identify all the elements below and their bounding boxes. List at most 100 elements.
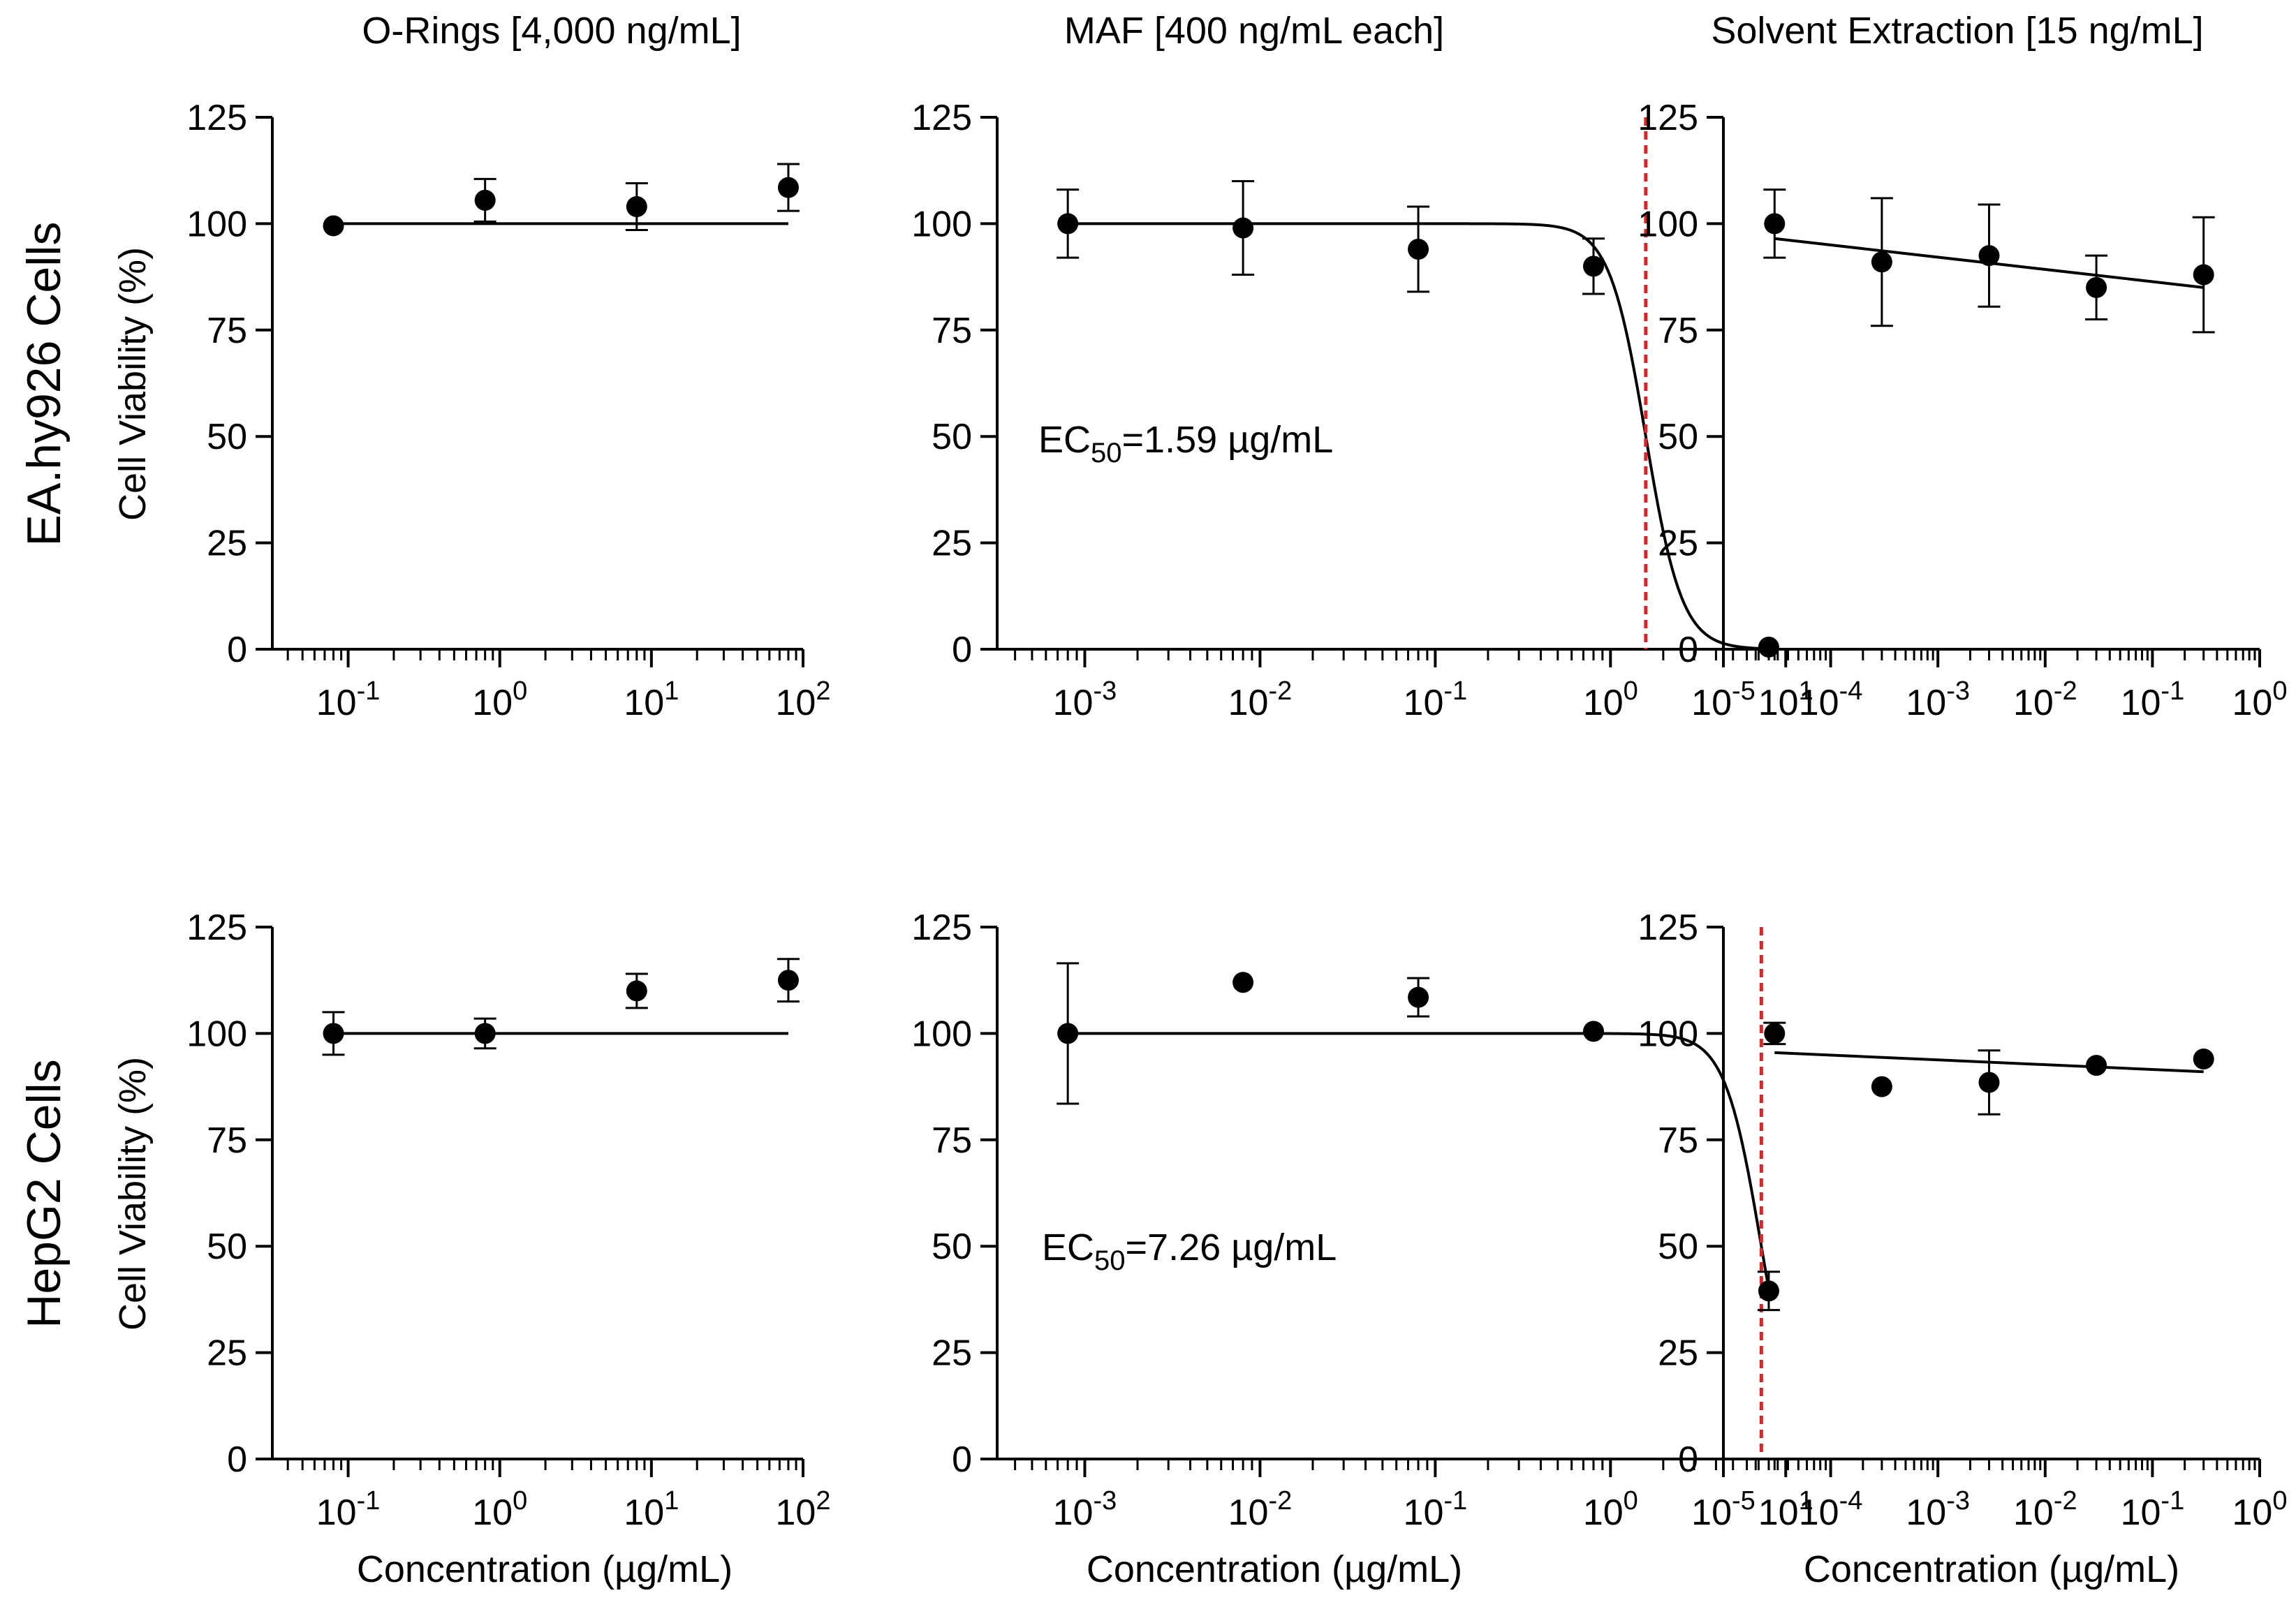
panel-r0-c1-data-point [1582,256,1604,277]
panel-r1-c1-data-point [1408,986,1429,1008]
panel-r1-c2-data-point [1764,1023,1786,1044]
panel-r1-c2-y-tick-label: 0 [1678,1439,1698,1480]
panel-r1-c1-x-tick-label: 101 [1758,1486,1813,1533]
panel-r0-c0-y-tick-label: 25 [207,524,247,564]
panel-r0-c2-data-point [2086,276,2107,298]
panel-r1-c0-x-tick-label: 100 [472,1486,527,1533]
column-title-o-rings: O-Rings [4,000 ng/mL] [362,10,741,52]
panel-r0-c2-data-point [1871,251,1892,273]
panel-r0-c0-x-tick-label: 10-1 [316,676,381,723]
panel-r1-c1-x-tick-label: 10-2 [1228,1486,1293,1533]
chart-panels: 0 25 50 75 100 125 10-1 100 101 102 0 25 50 75 100 125 1… [186,98,2287,1533]
ec50-annotation-eahy926: EC50=1.59 µg/mL [1038,419,1333,468]
panel-r1-c2-x-tick-label: 10-3 [1906,1486,1970,1533]
panel-r1-c1-y-tick-label: 75 [932,1120,972,1161]
panel-r0-c1-data-point [1057,213,1079,235]
panel-r0-c0-y-tick-label: 50 [207,417,247,457]
panel-r0-c2: 0 25 50 75 100 125 10-5 10-4 10-3 10-2 10-1 100 [1638,98,2287,723]
panel-r1-c0-y-tick-label: 25 [207,1333,247,1374]
panel-r0-c1-x-tick-label: 101 [1758,676,1813,723]
panel-r0-c0-x-tick-label: 100 [472,676,527,723]
panel-r1-c0-data-point [323,1023,344,1044]
panel-r1-c2-y-tick-label: 75 [1658,1120,1698,1161]
column-title-maf: MAF [400 ng/mL each] [1064,10,1444,52]
panel-r0-c0-data-point [626,196,647,218]
panel-r0-c0-data-point [323,215,344,237]
panel-r1-c0-y-tick-label: 0 [227,1439,247,1480]
panel-r0-c0-x-tick-label: 101 [624,676,679,723]
panel-r0-c2-x-tick-label: 10-5 [1691,676,1756,723]
panel-r0-c1-data-point [1408,238,1429,260]
panel-r0-c1-x-tick-label: 10-2 [1228,676,1293,723]
panel-r1-c2: 0 25 50 75 100 125 10-5 10-4 10-3 10-2 10-1 100 [1638,908,2287,1533]
panel-r1-c2-data-point [1978,1072,2000,1093]
panel-r1-c0-y-tick-label: 125 [186,908,247,948]
panel-r1-c1-y-tick-label: 50 [932,1227,972,1267]
panel-r0-c2-y-tick-label: 125 [1638,98,1698,138]
ec50-annotation-hepg2: EC50=7.26 µg/mL [1042,1227,1337,1276]
panel-r0-c2-x-tick-label: 10-2 [2013,676,2077,723]
panel-r0-c1-y-tick-label: 100 [911,204,972,244]
panel-r1-c0: 0 25 50 75 100 125 10-1 100 101 102 [186,908,830,1533]
panel-r0-c2-y-tick-label: 75 [1658,311,1698,351]
panel-r1-c1-y-tick-label: 25 [932,1333,972,1374]
x-axis-title-col1: Concentration (µg/mL) [357,1548,733,1590]
panel-r1-c0-data-point [474,1023,496,1044]
panel-r1-c1-data-point [1057,1023,1079,1044]
row-label-hepg2: HepG2 Cells [17,1059,71,1328]
panel-r1-c2-data-point [2086,1055,2107,1076]
panel-r1-c2-y-tick-label: 25 [1658,1333,1698,1374]
panel-r1-c0-x-tick-label: 102 [776,1486,831,1533]
panel-r1-c0-y-tick-label: 50 [207,1227,247,1267]
panel-r1-c2-y-tick-label: 50 [1658,1227,1698,1267]
panel-r1-c1-x-tick-label: 100 [1583,1486,1638,1533]
panel-r1-c2-x-tick-label: 10-2 [2013,1486,2077,1533]
panel-r0-c2-y-tick-label: 100 [1638,204,1698,244]
panel-r1-c0-x-tick-label: 101 [624,1486,679,1533]
panel-r1-c1-data-point [1758,1280,1779,1302]
panel-r1-c1-fit-curve [1068,1032,1770,1289]
panel-r0-c1-y-tick-label: 125 [911,98,972,138]
panel-r0-c2-x-tick-label: 10-3 [1906,676,1970,723]
panel-r1-c2-y-tick-label: 125 [1638,908,1698,948]
panel-r0-c1-x-tick-label: 100 [1583,676,1638,723]
panel-r1-c2-x-tick-label: 10-1 [2121,1486,2185,1533]
panel-r0-c1-x-tick-label: 10-1 [1404,676,1468,723]
panel-r1-c1-x-tick-label: 10-3 [1053,1486,1117,1533]
panel-r0-c2-data-point [2193,264,2214,286]
panel-r0-c1-x-tick-label: 10-3 [1053,676,1117,723]
panel-r1-c2-x-tick-label: 10-5 [1691,1486,1756,1533]
panel-r1-c0-y-tick-label: 100 [186,1014,247,1054]
panel-r1-c2-data-point [2193,1048,2214,1069]
panel-r1-c1-y-tick-label: 0 [952,1439,972,1480]
panel-r1-c1-y-tick-label: 125 [911,908,972,948]
panel-r0-c0-y-tick-label: 0 [227,630,247,670]
panel-r1-c2-x-tick-label: 10-4 [1799,1486,1863,1533]
panel-r0-c2-x-tick-label: 10-4 [1799,676,1863,723]
x-axis-title-col3: Concentration (µg/mL) [1804,1548,2179,1590]
panel-r1-c1-y-tick-label: 100 [911,1014,972,1054]
panel-r1-c2-data-point [1871,1076,1892,1097]
panel-r0-c2-data-point [1764,213,1786,235]
y-axis-title-top: Cell Viability (%) [112,247,154,521]
panel-r0-c1: 0 25 50 75 100 125 10-3 10-2 10-1 100 101 [911,98,1830,723]
panel-r1-c2-y-tick-label: 100 [1638,1014,1698,1054]
panel-r0-c0-data-point [777,177,799,198]
panel-r0-c2-y-tick-label: 25 [1658,524,1698,564]
panel-r1-c1: 0 25 50 75 100 125 10-3 10-2 10-1 100 101 [911,908,1830,1533]
y-axis-title-bottom: Cell Viability (%) [112,1057,154,1331]
panel-r0-c0-data-point [474,189,496,211]
row-label-eahy926: EA.hy926 Cells [17,222,71,547]
panel-r1-c1-data-point [1232,972,1254,993]
panel-r0-c2-data-point [1978,245,2000,267]
panel-r0-c1-y-tick-label: 25 [932,524,972,564]
panel-r0-c0: 0 25 50 75 100 125 10-1 100 101 102 [186,98,830,723]
panel-r0-c0-y-tick-label: 125 [186,98,247,138]
panel-r0-c1-y-tick-label: 0 [952,630,972,670]
panel-r1-c0-data-point [777,970,799,991]
panel-r0-c1-y-tick-label: 75 [932,311,972,351]
panel-r0-c2-x-tick-label: 10-1 [2121,676,2185,723]
panel-r1-c2-x-tick-label: 100 [2232,1486,2288,1533]
panel-r0-c1-data-point [1758,636,1779,658]
